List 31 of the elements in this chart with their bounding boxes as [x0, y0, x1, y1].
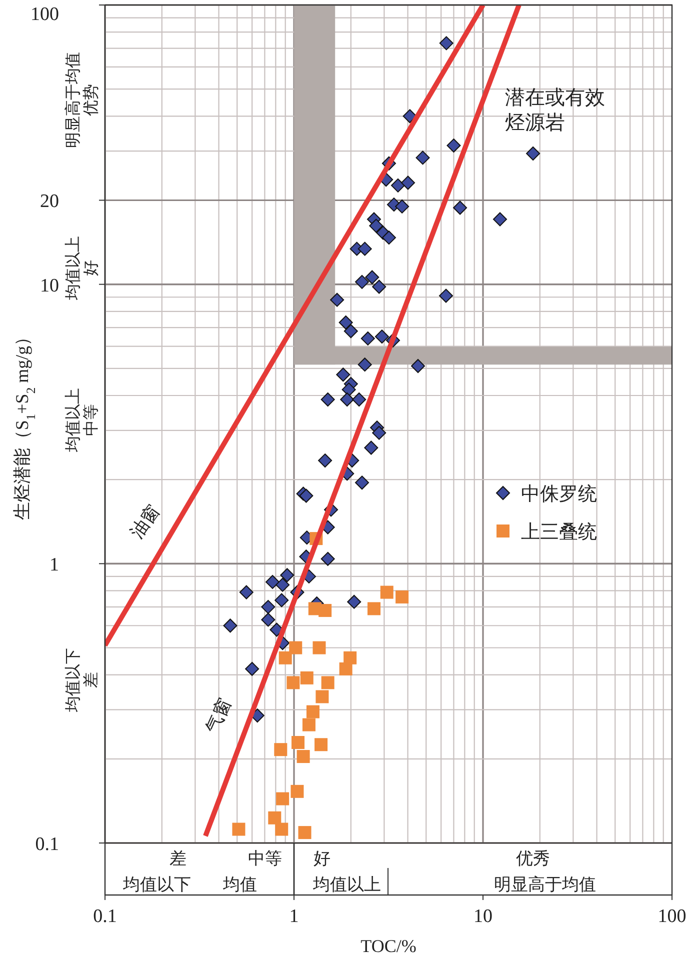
text: 差 — [82, 672, 100, 688]
y-tick-label: 10 — [40, 275, 59, 296]
text: 均值以上 — [312, 875, 381, 894]
x-tick-label: 1 — [289, 906, 299, 927]
text: 好 — [314, 849, 330, 868]
text: 差 — [170, 849, 186, 868]
legend-label: 中侏罗统 — [521, 484, 597, 505]
text: 均值以上 — [64, 236, 82, 301]
legend-label: 上三叠统 — [521, 522, 597, 543]
text: 均值以上 — [64, 388, 82, 453]
y-tick-label: 20 — [40, 191, 59, 212]
annotation: 潜在或有效烃源岩 — [505, 87, 605, 134]
text: 好 — [83, 260, 100, 276]
y-tick-label: 0.1 — [35, 834, 59, 855]
text: 明显高于均值 — [494, 875, 596, 894]
annotation: 气窗 — [202, 695, 235, 736]
text: 明显高于均值 — [64, 52, 82, 148]
text: 优秀 — [516, 849, 550, 868]
x-tick-label: 10 — [474, 906, 492, 927]
text: 中等 — [248, 849, 282, 868]
x-axis-title: TOC/% — [360, 936, 416, 956]
annotation: 油窗 — [126, 501, 164, 542]
text: 均值 — [222, 875, 257, 894]
text: 均值以下 — [122, 875, 191, 894]
text: 优势 — [82, 84, 100, 116]
x-tick-label: 100 — [658, 906, 686, 927]
text: 中等 — [82, 404, 100, 436]
text: 均值以下 — [64, 648, 82, 713]
y-tick-label: 100 — [30, 4, 59, 25]
x-tick-label: 0.1 — [93, 906, 117, 927]
y-tick-label: 1 — [50, 554, 59, 576]
